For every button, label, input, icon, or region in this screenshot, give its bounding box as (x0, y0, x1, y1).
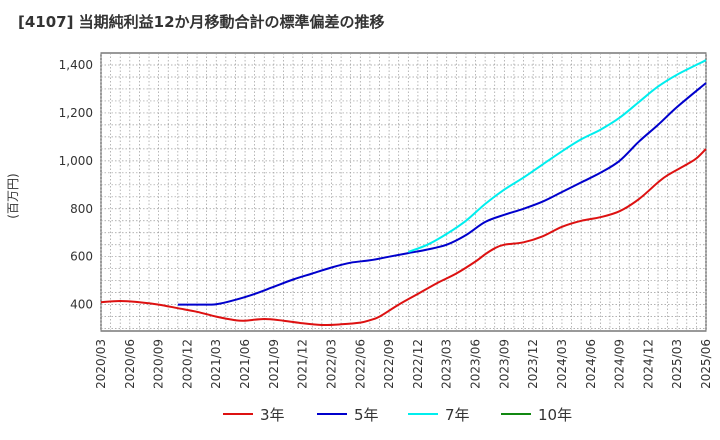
x-tick-label: 2022/12 (411, 339, 425, 389)
x-tick-label: 2021/06 (238, 339, 252, 389)
series-lines (100, 59, 707, 327)
x-tick-label: 2023/06 (469, 339, 483, 389)
x-tick-label: 2022/03 (324, 339, 338, 389)
legend-label-0: 3年 (260, 406, 285, 424)
y-axis-label: (百万円) (6, 173, 20, 218)
legend-label-3: 10年 (538, 406, 572, 424)
x-tick-label: 2022/06 (353, 339, 367, 389)
x-tick-label: 2021/09 (267, 339, 281, 389)
x-tick-label: 2021/03 (209, 339, 223, 389)
series-line-1 (177, 82, 707, 306)
x-tick-label: 2023/12 (526, 339, 540, 389)
x-tick-label: 2024/12 (641, 339, 655, 389)
y-tick-label: 1,000 (59, 154, 93, 168)
x-tick-label: 2020/03 (94, 339, 108, 389)
x-tick-label: 2021/12 (296, 339, 310, 389)
x-tick-label: 2024/09 (613, 339, 627, 389)
y-tick-label: 800 (70, 202, 93, 216)
plot-area (100, 52, 707, 332)
legend: 3年 5年 7年 10年 (223, 406, 572, 424)
chart-title: [4107] 当期純利益12か月移動合計の標準偏差の推移 (18, 13, 385, 31)
x-axis-ticks: 2020/03 2020/06 2020/09 2020/12 2021/03 2021/… (94, 339, 713, 389)
plot-frame (100, 52, 707, 332)
series-line-0 (100, 148, 707, 327)
x-tick-label: 2020/06 (123, 339, 137, 389)
legend-label-2: 7年 (445, 406, 470, 424)
y-tick-label: 400 (70, 298, 93, 312)
x-tick-label: 2025/06 (699, 339, 713, 389)
grid (100, 53, 707, 331)
x-tick-label: 2025/03 (670, 339, 684, 389)
y-tick-label: 1,200 (59, 106, 93, 120)
y-tick-label: 600 (70, 250, 93, 264)
y-tick-label: 1,400 (59, 58, 93, 72)
y-axis-ticks: 400 600 800 1,000 1,200 1,400 (59, 58, 93, 312)
x-tick-label: 2020/09 (152, 339, 166, 389)
x-tick-label: 2023/03 (440, 339, 454, 389)
x-tick-label: 2020/12 (180, 339, 194, 389)
x-tick-label: 2023/09 (497, 339, 511, 389)
x-tick-label: 2024/03 (555, 339, 569, 389)
x-tick-label: 2022/09 (382, 339, 396, 389)
series-line-2 (407, 59, 707, 253)
legend-label-1: 5年 (354, 406, 379, 424)
x-tick-label: 2024/06 (584, 339, 598, 389)
